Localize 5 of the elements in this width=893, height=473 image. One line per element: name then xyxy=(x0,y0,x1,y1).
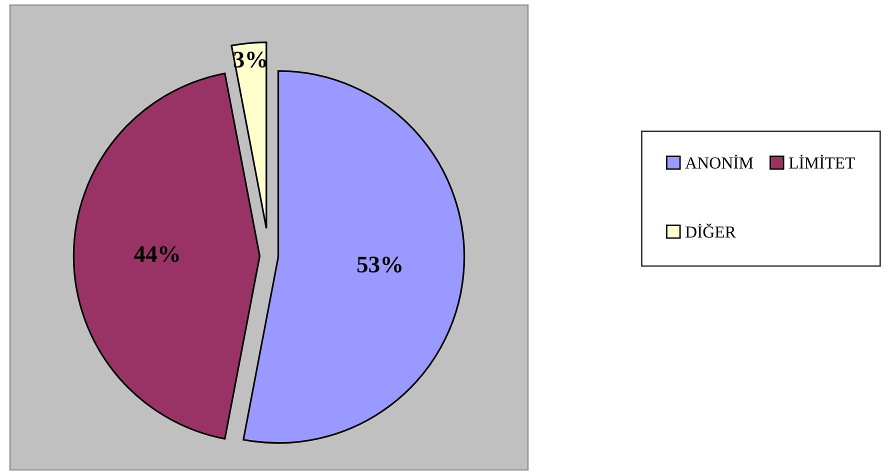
data-label: 44% xyxy=(134,246,179,262)
legend-label: LİMİTET xyxy=(789,154,855,168)
legend-label: DİĞER xyxy=(686,223,736,238)
data-label: 53% xyxy=(357,256,402,273)
legend-label: ANONİM xyxy=(685,154,754,169)
